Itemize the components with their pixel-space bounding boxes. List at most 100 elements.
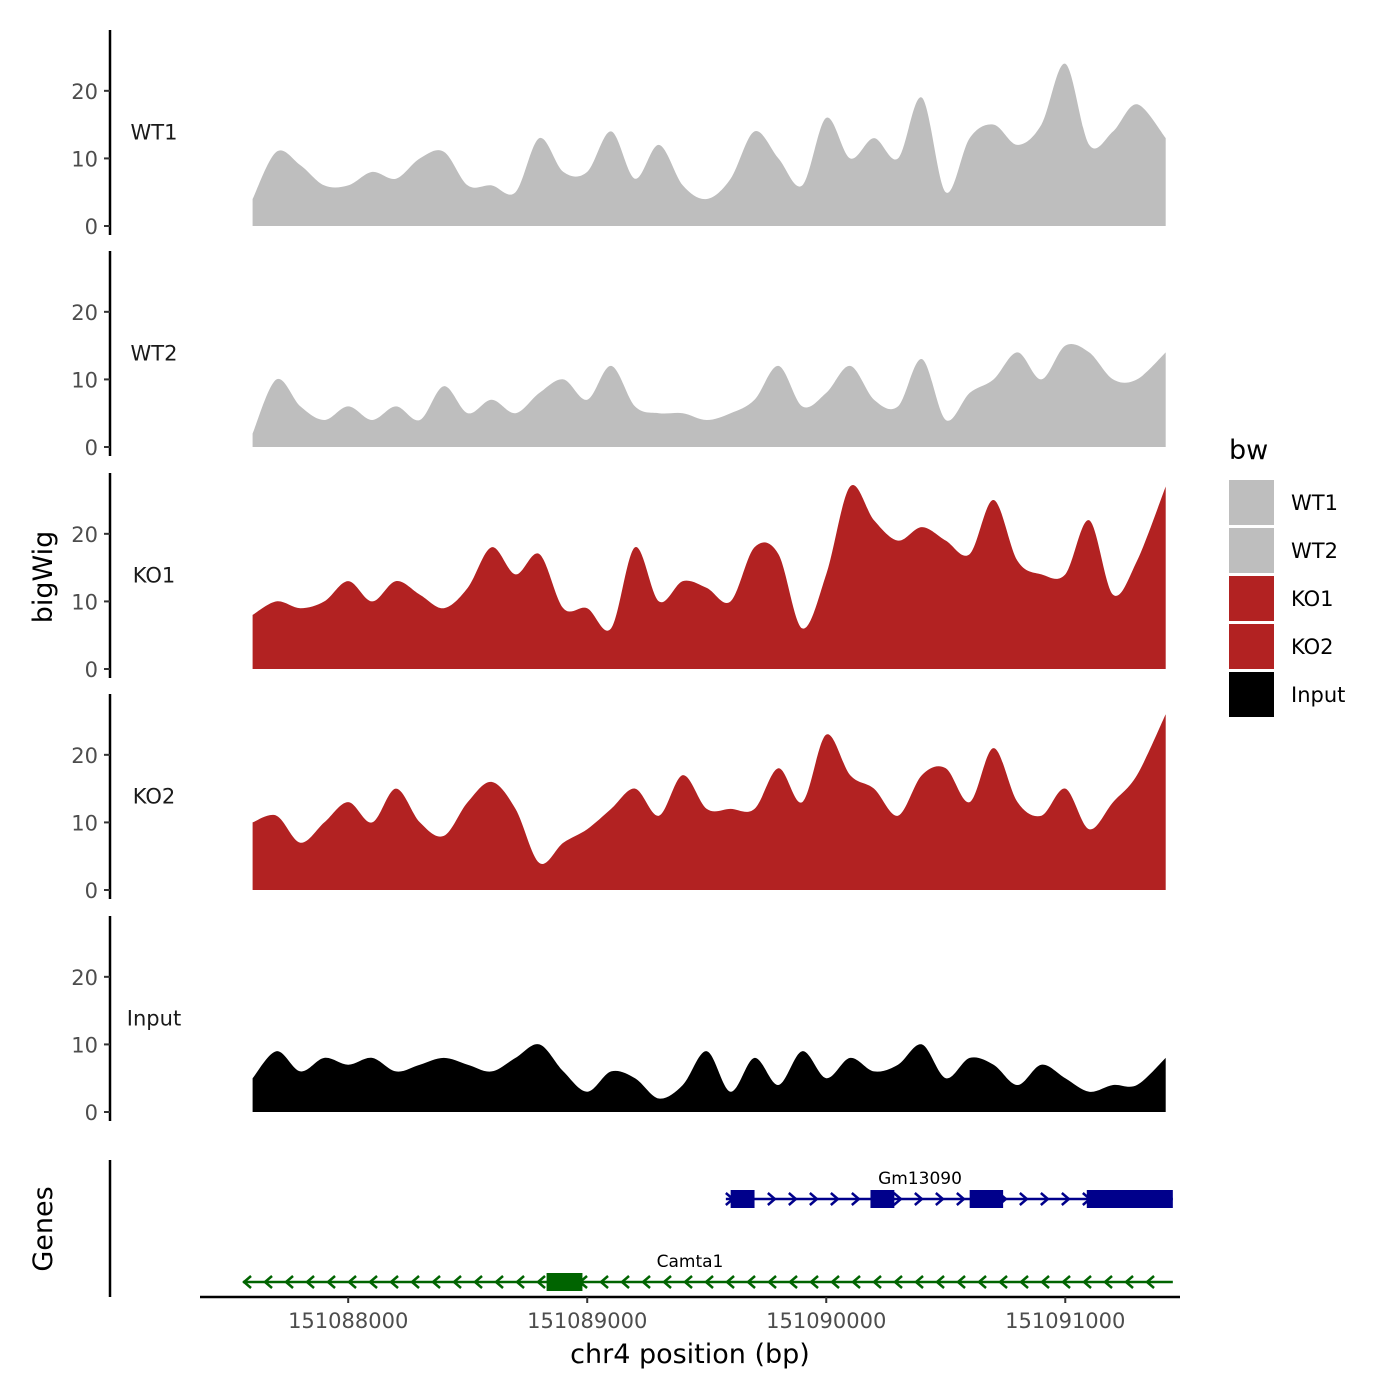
strand-arrow: [452, 1275, 462, 1289]
track-ko1: 0 10 20 KO1: [71, 473, 1166, 682]
strand-arrow: [788, 1275, 798, 1289]
strand-arrow: [410, 1275, 420, 1289]
legend-item-input: Input: [1229, 672, 1345, 717]
strand-arrow: [1103, 1275, 1113, 1289]
track-wt2: 0 10 20 WT2: [71, 251, 1166, 460]
legend-swatch: [1229, 528, 1274, 573]
x-tick-label: 151089000: [527, 1309, 647, 1333]
strand-arrow: [683, 1275, 693, 1289]
y-tick-label: 20: [71, 80, 98, 104]
legend-label: WT1: [1291, 491, 1338, 515]
y-tick-label: 10: [71, 811, 98, 835]
y-tick-label: 10: [71, 590, 98, 614]
strand-arrow: [704, 1275, 714, 1289]
strand-arrow: [1124, 1275, 1134, 1289]
strand-arrow: [956, 1275, 966, 1289]
strand-arrow: [746, 1275, 756, 1289]
legend-title: bw: [1229, 435, 1268, 466]
y-axis-label: bigWig: [28, 531, 59, 624]
area-ko2: [252, 714, 1166, 890]
track-ko2: 0 10 20 KO2: [71, 694, 1166, 903]
gene-gm13090: Gm13090: [725, 1169, 1173, 1208]
strand-arrow: [809, 1275, 819, 1289]
y-tick-label: 10: [71, 1033, 98, 1057]
exon: [546, 1273, 583, 1291]
strand-arrow: [599, 1275, 609, 1289]
strand-arrow: [662, 1275, 672, 1289]
strand-arrow: [326, 1275, 336, 1289]
y-tick-label: 0: [85, 658, 98, 682]
track-label-wt2: WT2: [131, 341, 178, 365]
strand-arrow: [473, 1275, 483, 1289]
strand-arrow: [515, 1275, 525, 1289]
legend-item-ko2: KO2: [1229, 624, 1334, 669]
y-tick-label: 20: [71, 523, 98, 547]
legend-label: WT2: [1291, 539, 1338, 563]
strand-arrow: [893, 1275, 903, 1289]
track-label-input: Input: [127, 1006, 181, 1030]
strand-arrow: [1061, 1192, 1071, 1206]
strand-arrow: [935, 1275, 945, 1289]
legend-swatch: [1229, 672, 1274, 717]
strand-arrow: [893, 1192, 903, 1206]
area-ko1: [252, 484, 1166, 669]
strand-arrow: [830, 1192, 840, 1206]
track-label-ko2: KO2: [133, 784, 176, 808]
track-label-wt1: WT1: [131, 120, 178, 144]
strand-arrow: [830, 1275, 840, 1289]
strand-arrow: [935, 1192, 945, 1206]
strand-arrow: [767, 1275, 777, 1289]
gene-camta1: Camta1: [242, 1252, 1173, 1291]
area-wt2: [252, 343, 1166, 447]
x-axis: 151088000 151089000 151090000 151091000: [200, 1295, 1180, 1333]
legend-label: KO2: [1291, 635, 1334, 659]
strand-arrow: [1040, 1275, 1050, 1289]
strand-arrow: [305, 1275, 315, 1289]
strand-arrow: [788, 1192, 798, 1206]
strand-arrow: [851, 1275, 861, 1289]
y-tick-label: 0: [85, 1101, 98, 1125]
legend-swatch: [1229, 480, 1274, 525]
y-tick-label: 10: [71, 368, 98, 392]
x-axis-label: chr4 position (bp): [570, 1339, 810, 1370]
area-wt1: [252, 63, 1166, 226]
strand-arrow: [242, 1275, 252, 1289]
strand-arrow: [851, 1192, 861, 1206]
legend-item-wt1: WT1: [1229, 480, 1338, 525]
strand-arrow: [368, 1275, 378, 1289]
x-tick-label: 151088000: [288, 1309, 408, 1333]
gene-label: Camta1: [657, 1252, 724, 1272]
exon: [969, 1190, 1004, 1208]
strand-arrow: [914, 1192, 924, 1206]
y-tick-label: 20: [71, 744, 98, 768]
y-tick-label: 0: [85, 879, 98, 903]
strand-arrow: [998, 1275, 1008, 1289]
legend-swatch: [1229, 624, 1274, 669]
track-input: 0 10 20 Input: [71, 916, 1166, 1125]
y-tick-label: 10: [71, 147, 98, 171]
exon: [870, 1190, 895, 1208]
strand-arrow: [725, 1275, 735, 1289]
strand-arrow: [347, 1275, 357, 1289]
legend-swatch: [1229, 576, 1274, 621]
strand-arrow: [767, 1192, 777, 1206]
genes-axis-label: Genes: [28, 1186, 59, 1271]
legend-item-wt2: WT2: [1229, 528, 1338, 573]
legend-label: KO1: [1291, 587, 1334, 611]
strand-arrow: [914, 1275, 924, 1289]
strand-arrow: [809, 1192, 819, 1206]
x-tick-label: 151091000: [1005, 1309, 1125, 1333]
strand-arrow: [536, 1275, 546, 1289]
y-tick-label: 0: [85, 215, 98, 239]
tracks-layer: 0 10 20 WT1 0 10 20 WT2 0 10 20 KO1 0 10 20 KO2 0 10 20 Inp…: [71, 30, 1166, 1125]
area-input: [252, 1044, 1166, 1112]
x-tick-label: 151090000: [766, 1309, 886, 1333]
track-label-ko1: KO1: [133, 563, 176, 587]
y-tick-label: 0: [85, 436, 98, 460]
y-tick-label: 20: [71, 301, 98, 325]
legend-item-ko1: KO1: [1229, 576, 1334, 621]
strand-arrow: [956, 1192, 966, 1206]
strand-arrow: [284, 1275, 294, 1289]
strand-arrow: [389, 1275, 399, 1289]
